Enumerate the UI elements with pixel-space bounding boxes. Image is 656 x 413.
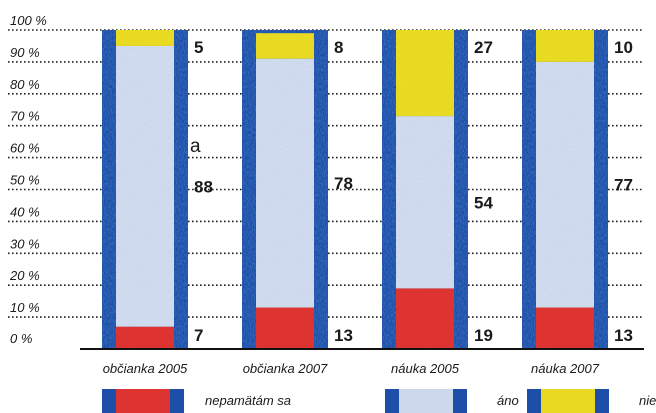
legend-label: nie xyxy=(639,393,656,408)
y-axis-ticks: 0 % 10 % 20 % 30 % 40 % 50 % 60 % 70 % 80 % 90 % 1… xyxy=(9,13,47,346)
bar-segment-yellow xyxy=(396,30,454,117)
y-tick-label: 70 % xyxy=(10,109,40,124)
value-label: 19 xyxy=(474,326,493,345)
legend-swatch-fill xyxy=(541,389,595,413)
legend-label: nepamätám sa xyxy=(205,393,291,408)
legend: nepamätám sa áno nie xyxy=(102,389,656,413)
bar-segment-yellow xyxy=(116,30,174,46)
y-tick-label: 40 % xyxy=(10,204,40,219)
y-tick-label: 50 % xyxy=(10,173,40,188)
y-tick-label: 90 % xyxy=(10,45,40,60)
bar-segment-red xyxy=(396,288,454,349)
legend-label: áno xyxy=(497,393,519,408)
value-label: 5 xyxy=(194,38,203,57)
bar-segment-red xyxy=(536,307,594,349)
bar-segment-red xyxy=(256,307,314,349)
legend-swatch-fill xyxy=(116,389,170,413)
category-label: náuka 2007 xyxy=(531,361,600,376)
bar-segment-white xyxy=(116,45,174,327)
value-label: 13 xyxy=(614,326,633,345)
bar-segment-red xyxy=(116,326,174,349)
bar-segment-white xyxy=(256,58,314,308)
value-label: 8 xyxy=(334,38,343,57)
value-label: 78 xyxy=(334,174,353,193)
y-tick-label: 20 % xyxy=(9,268,40,283)
y-tick-label: 100 % xyxy=(10,13,47,28)
legend-swatch-fill xyxy=(399,389,453,413)
category-label: občianka 2005 xyxy=(103,361,188,376)
category-label: náuka 2005 xyxy=(391,361,460,376)
y-tick-label: 10 % xyxy=(10,300,40,315)
bar-segment-white xyxy=(396,116,454,289)
annotation-text: a xyxy=(190,136,201,157)
y-tick-label: 0 % xyxy=(10,331,32,346)
bar-segment-yellow xyxy=(256,33,314,59)
category-label: občianka 2007 xyxy=(243,361,328,376)
value-label: 13 xyxy=(334,326,353,345)
y-tick-label: 30 % xyxy=(10,236,40,251)
value-label: 88 xyxy=(194,177,213,196)
bars xyxy=(102,30,608,349)
value-label: 77 xyxy=(614,176,633,195)
bar-segment-yellow xyxy=(536,30,594,62)
bar-segment-white xyxy=(536,61,594,308)
y-tick-label: 60 % xyxy=(10,141,40,156)
value-label: 7 xyxy=(194,326,203,345)
y-tick-label: 80 % xyxy=(10,77,40,92)
category-labels: občianka 2005 občianka 2007 náuka 2005 náuk… xyxy=(103,361,600,376)
value-label: 27 xyxy=(474,38,493,57)
value-label: 54 xyxy=(474,193,493,212)
value-label: 10 xyxy=(614,38,633,57)
